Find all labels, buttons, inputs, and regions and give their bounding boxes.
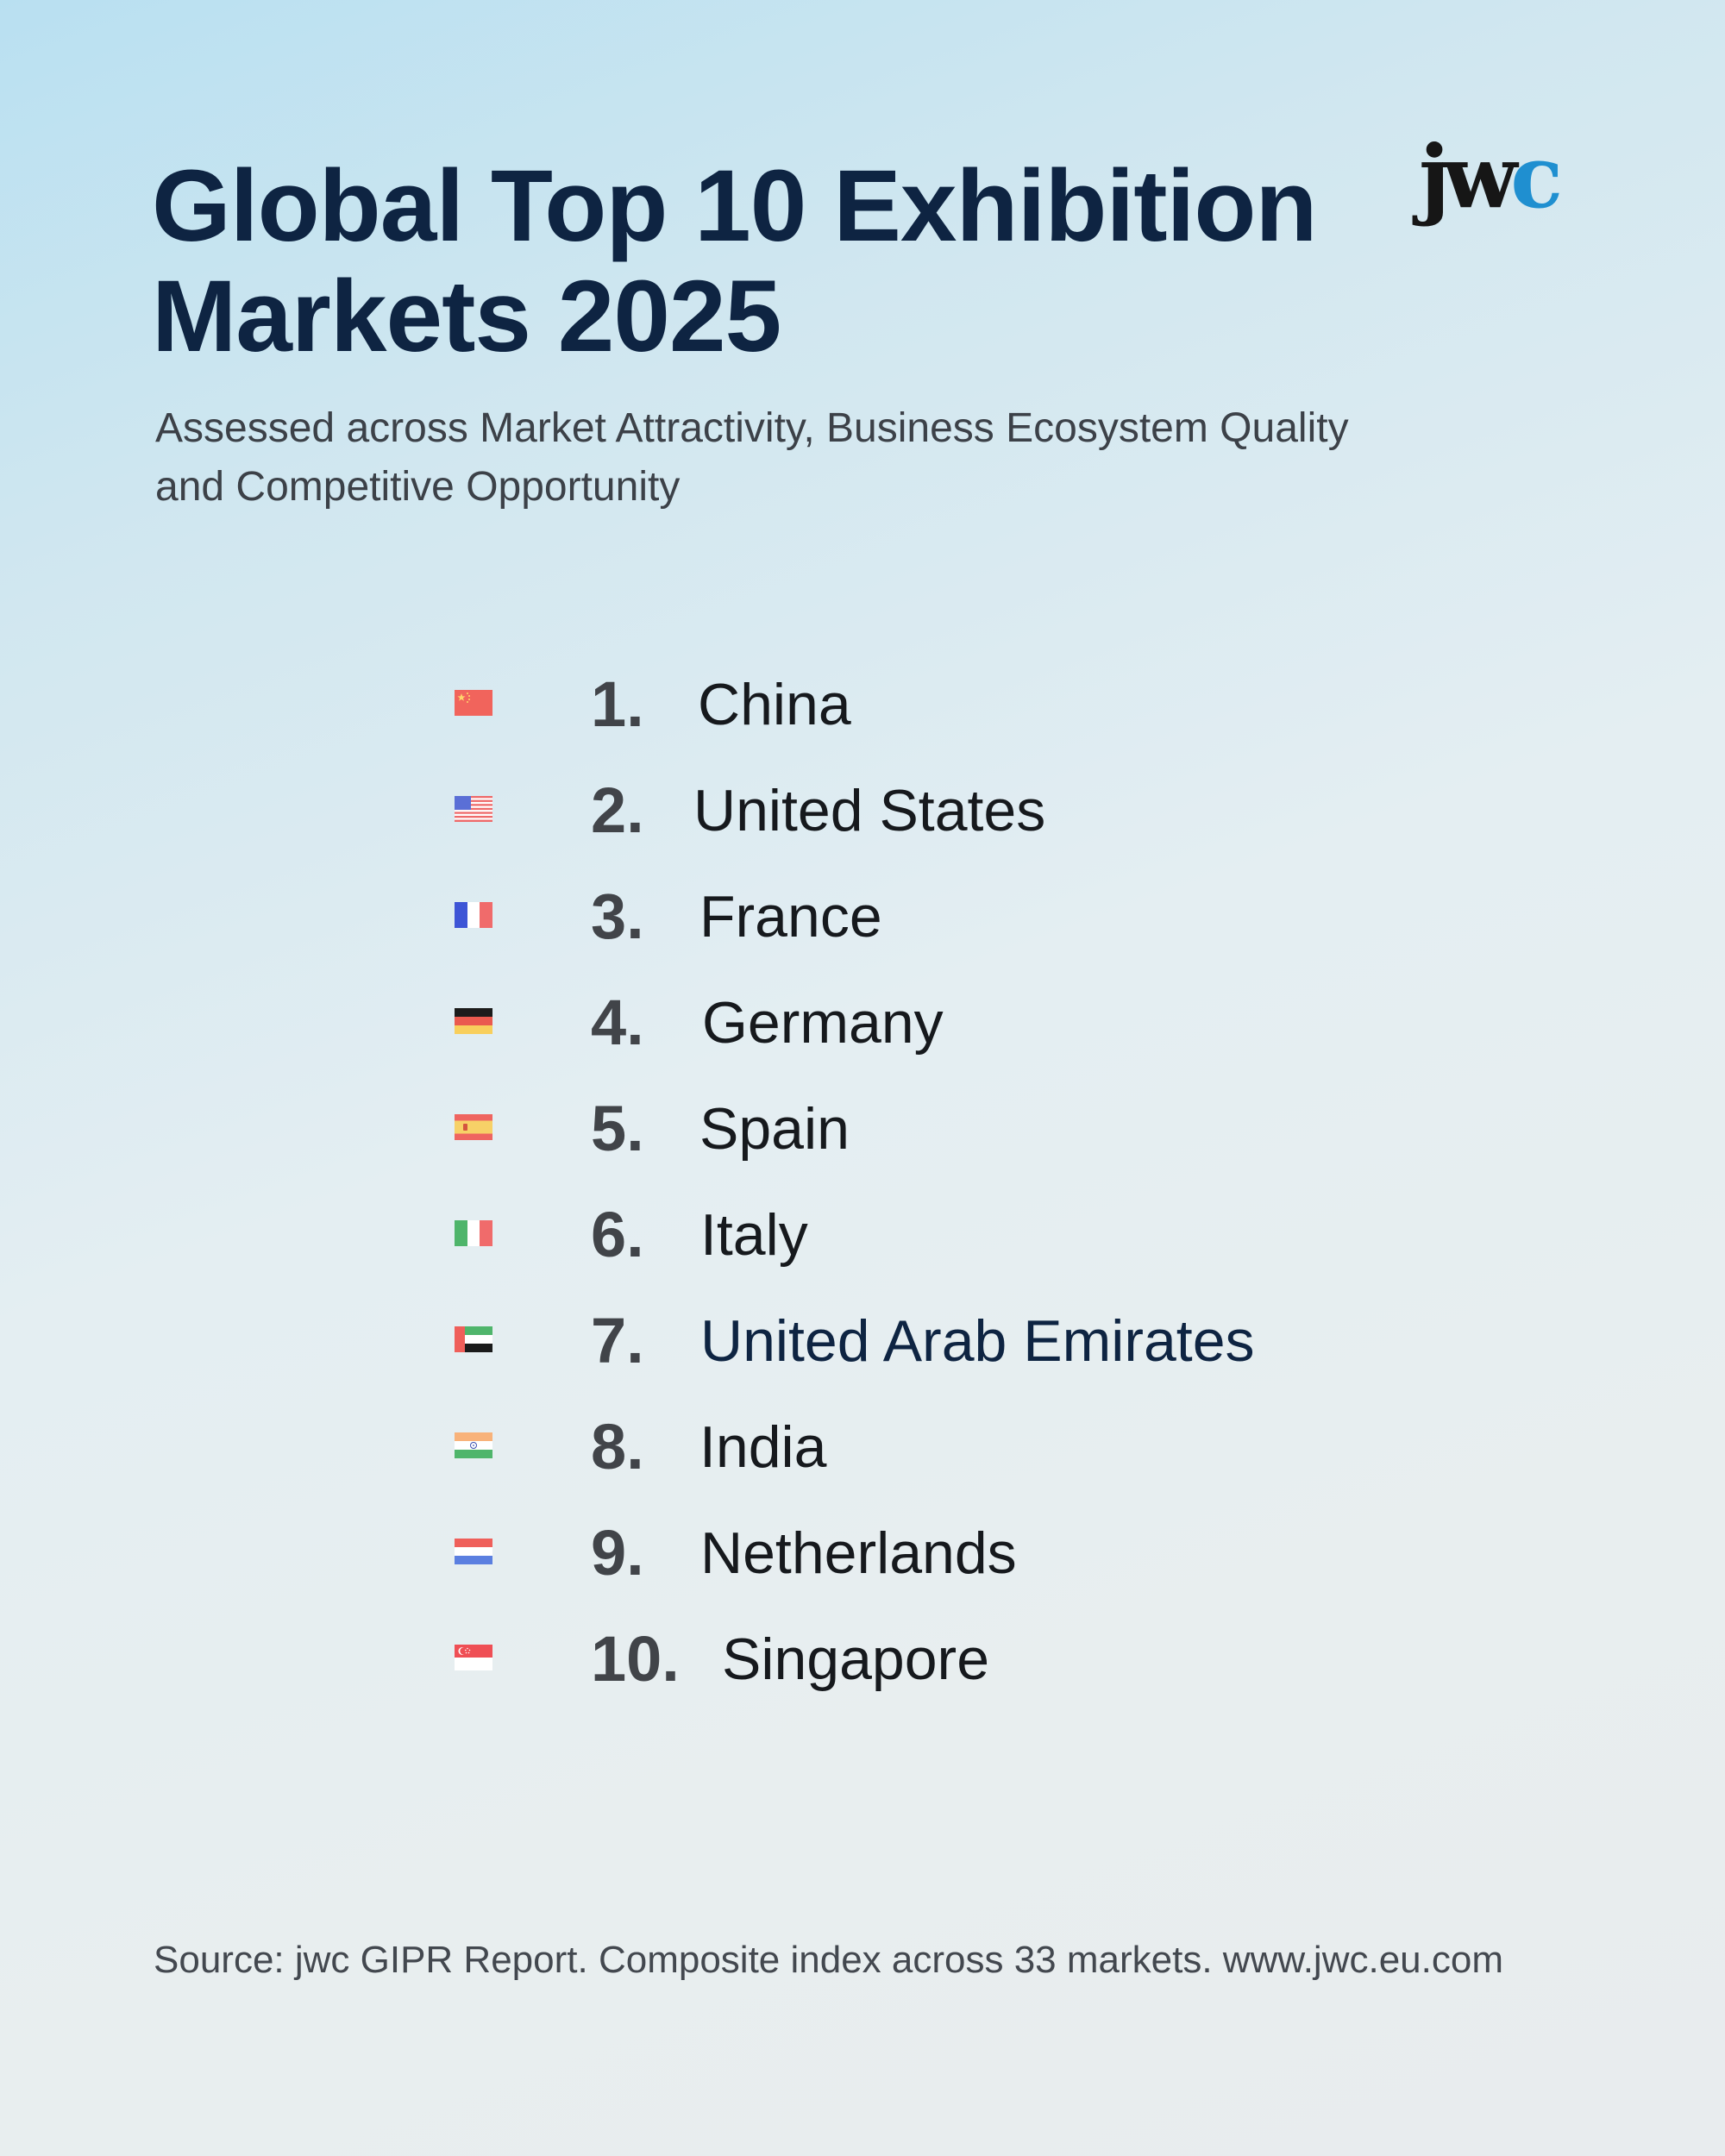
ranking-row-8: 8. India: [0, 1398, 1725, 1493]
china-flag-icon: [455, 690, 492, 716]
rank-number: 9.: [591, 1517, 644, 1589]
country-name: Singapore: [722, 1626, 990, 1692]
rank-number: 1.: [591, 668, 644, 740]
country-name: Germany: [702, 990, 944, 1056]
subtitle-line-2: and Competitive Opportunity: [155, 464, 681, 510]
rank-number: 4.: [591, 987, 644, 1058]
usa-flag-icon: [455, 796, 492, 822]
subtitle-line-1: Assessed across Market Attractivity, Bus…: [155, 405, 1349, 451]
italy-flag-icon: [455, 1220, 492, 1246]
rank-number: 3.: [591, 881, 644, 952]
rank-number: 5.: [591, 1093, 644, 1164]
page-title: Global Top 10 Exhibition Markets 2025: [152, 151, 1446, 372]
title-line-2: Markets 2025: [152, 260, 781, 373]
ranking-row-5: 5. Spain: [0, 1080, 1725, 1175]
source-footnote: Source: jwc GIPR Report. Composite index…: [154, 1939, 1503, 1981]
logo-text-accent: c: [1510, 126, 1563, 228]
logo-text-dark: jw: [1419, 126, 1517, 228]
ranking-row-10: 10. Singapore: [0, 1610, 1725, 1705]
jwc-logo: jwc: [1419, 129, 1574, 224]
title-line-1: Global Top 10 Exhibition: [152, 149, 1318, 263]
netherlands-flag-icon: [455, 1539, 492, 1564]
singapore-flag-icon: [455, 1645, 492, 1670]
rank-number: 7.: [591, 1305, 644, 1376]
ranking-row-6: 6. Italy: [0, 1186, 1725, 1281]
ranking-row-7: 7. United Arab Emirates: [0, 1292, 1725, 1387]
uae-flag-icon: [455, 1326, 492, 1352]
spain-flag-icon: [455, 1114, 492, 1140]
country-name: United Arab Emirates: [700, 1308, 1255, 1374]
country-name: China: [698, 672, 851, 737]
country-name: France: [699, 884, 882, 950]
germany-flag-icon: [455, 1008, 492, 1034]
country-name: United States: [693, 778, 1046, 843]
ranking-row-4: 4. Germany: [0, 974, 1725, 1069]
ranking-row-2: 2. United States: [0, 761, 1725, 856]
ranking-row-9: 9. Netherlands: [0, 1504, 1725, 1599]
rank-number: 2.: [591, 774, 644, 846]
country-name: Netherlands: [700, 1520, 1017, 1586]
ranking-row-1: 1. China: [0, 655, 1725, 750]
country-name: Italy: [700, 1202, 808, 1268]
rank-number: 6.: [591, 1199, 644, 1270]
india-flag-icon: [455, 1432, 492, 1458]
ranking-row-3: 3. France: [0, 868, 1725, 962]
rank-number: 8.: [591, 1411, 644, 1482]
country-name: Spain: [699, 1096, 850, 1162]
france-flag-icon: [455, 902, 492, 928]
page-subtitle: Assessed across Market Attractivity, Bus…: [155, 399, 1578, 517]
rank-number: 10.: [591, 1623, 680, 1695]
country-name: India: [699, 1414, 827, 1480]
